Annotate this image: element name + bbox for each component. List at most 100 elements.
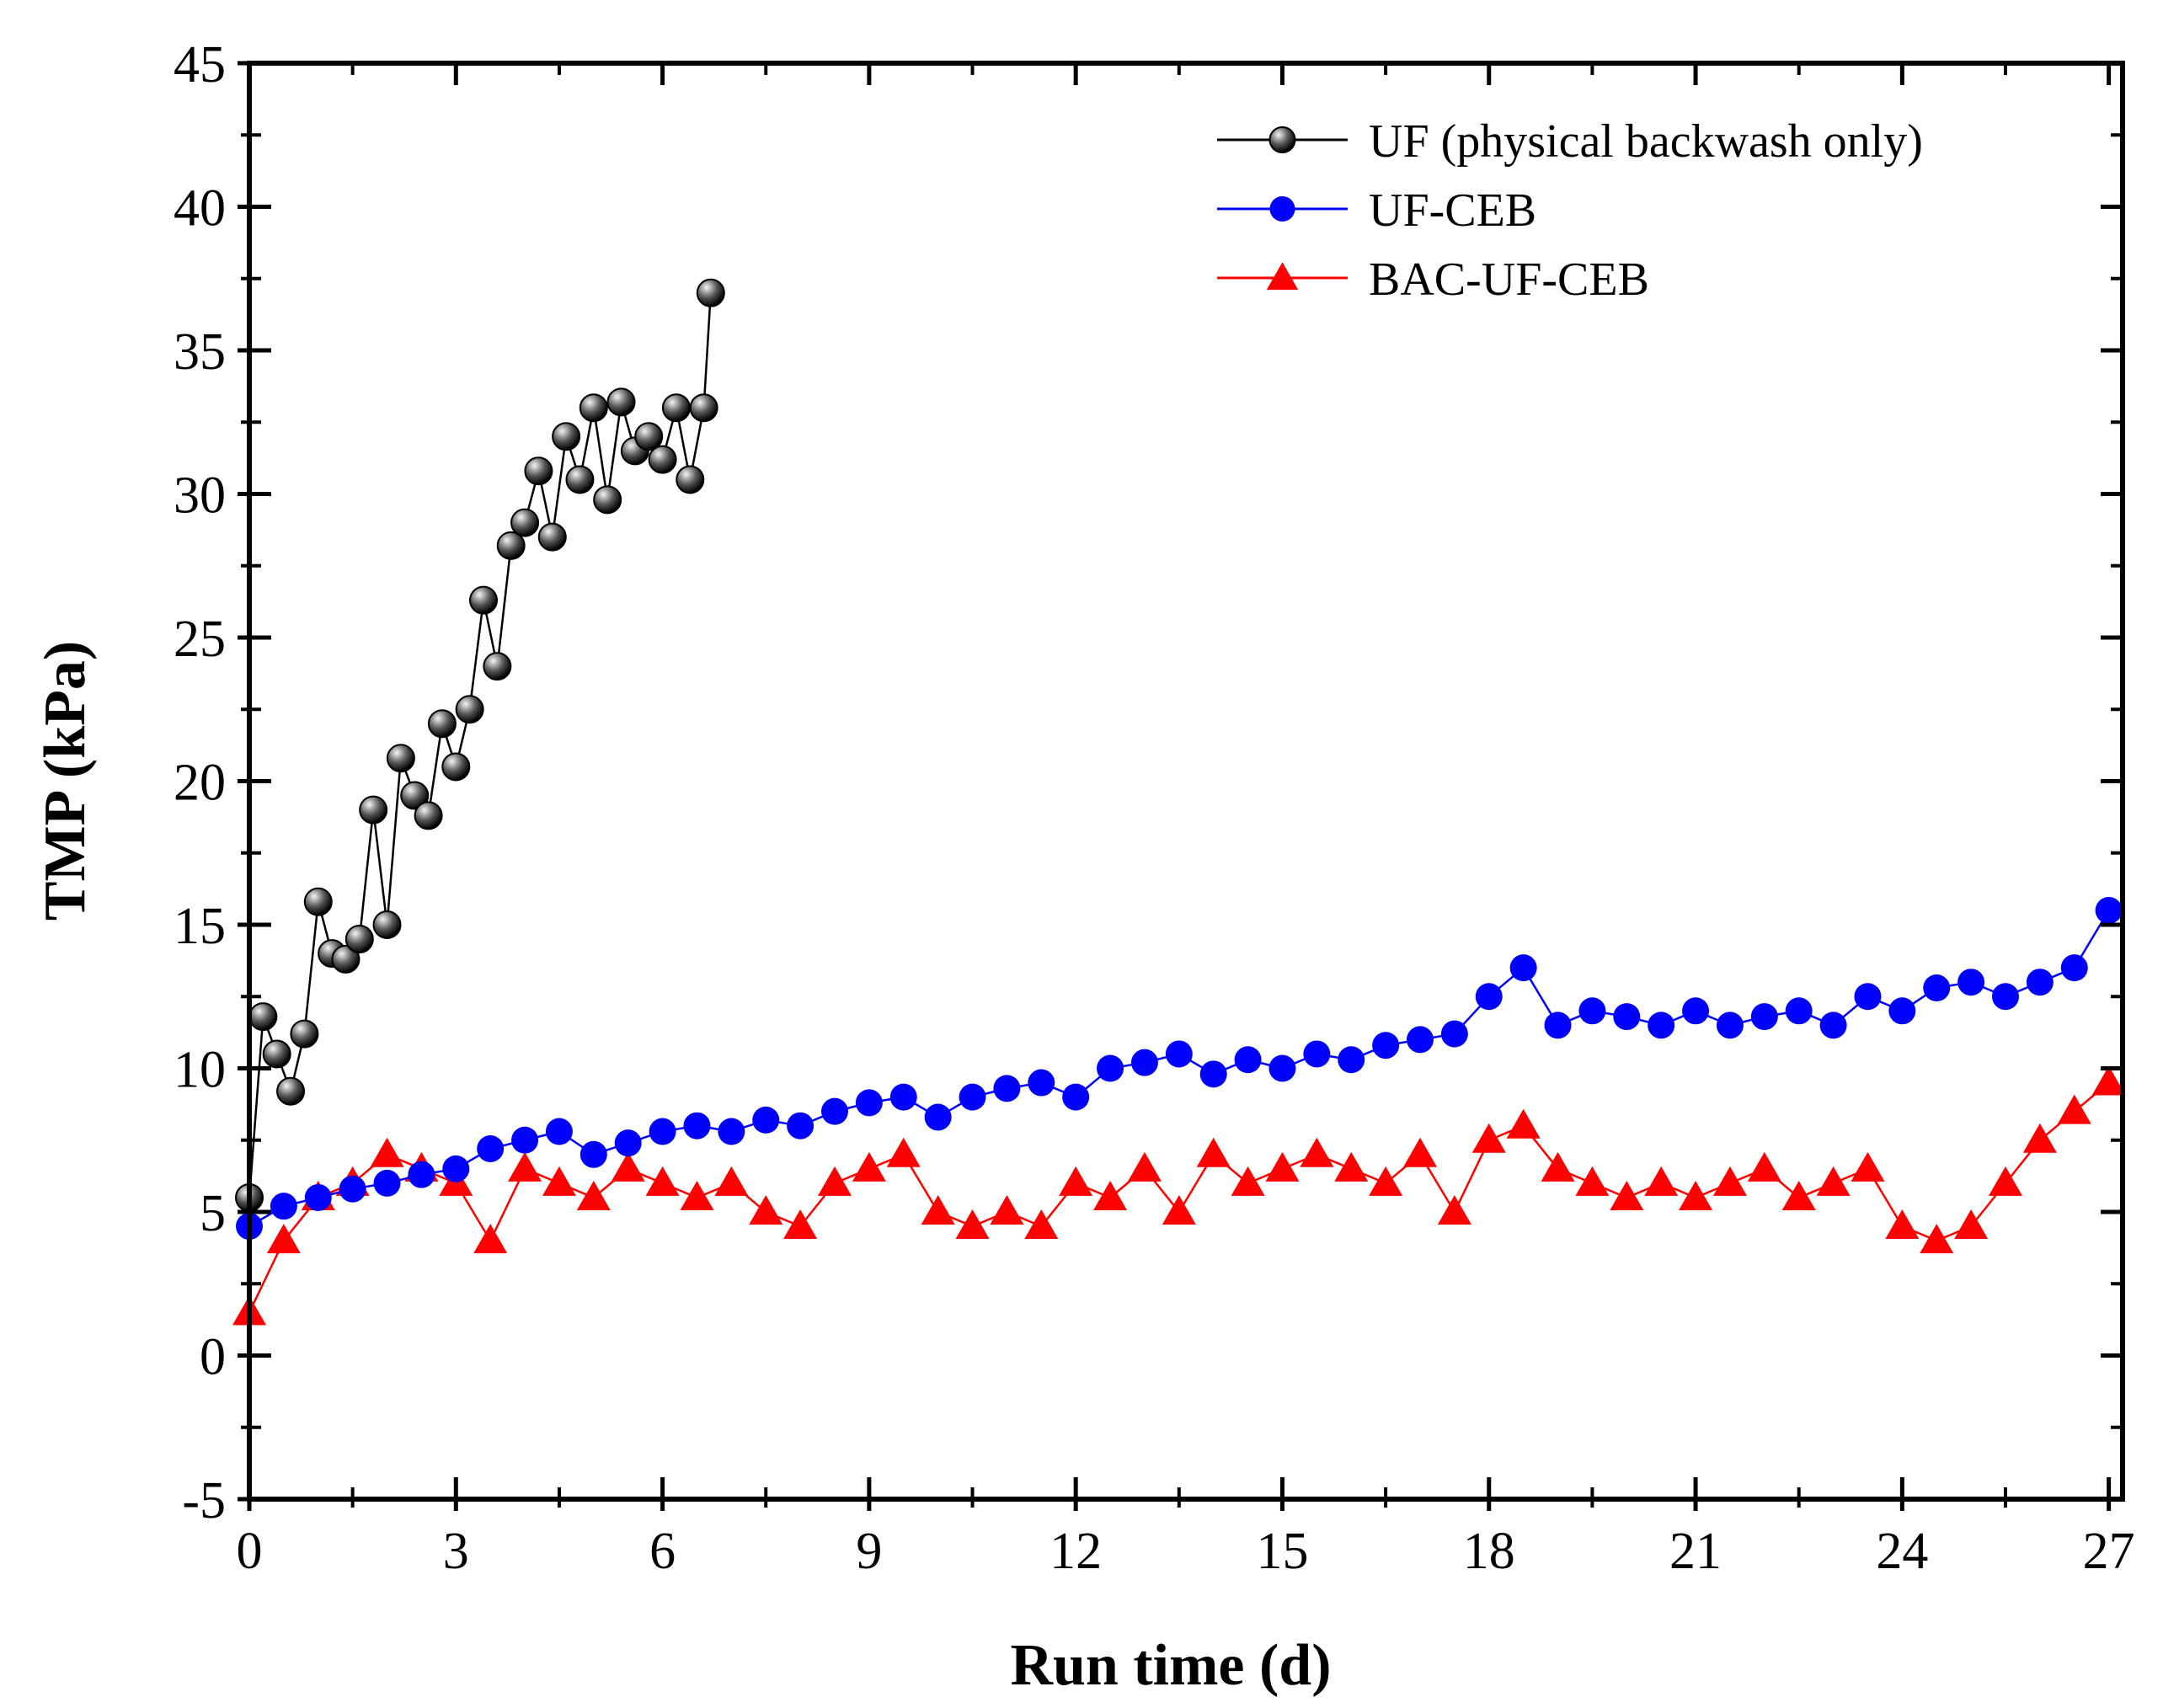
data-point xyxy=(1127,1151,1162,1182)
data-point xyxy=(606,387,636,417)
x-tick-label: 9 xyxy=(856,1523,882,1580)
data-point xyxy=(1854,983,1882,1011)
data-point xyxy=(2057,1094,2091,1124)
data-point xyxy=(1785,997,1813,1025)
data-point xyxy=(2022,1123,2057,1153)
data-point xyxy=(886,1137,921,1167)
data-point xyxy=(1885,1209,1920,1240)
data-point xyxy=(1679,1180,1713,1210)
data-point xyxy=(1610,1180,1644,1210)
data-point xyxy=(1268,1054,1296,1082)
data-point xyxy=(959,1083,986,1111)
data-point xyxy=(477,1134,505,1162)
data-point xyxy=(680,1180,714,1210)
data-point xyxy=(1989,1166,2022,1196)
data-point xyxy=(1162,1195,1196,1225)
data-point xyxy=(455,695,484,724)
data-point xyxy=(1028,1069,1055,1097)
series-layer xyxy=(232,278,2126,1326)
data-point xyxy=(373,1169,401,1197)
data-point xyxy=(1338,1046,1365,1074)
y-tick-label: 35 xyxy=(174,323,226,381)
data-point xyxy=(483,652,512,681)
data-point xyxy=(2095,896,2123,924)
data-point xyxy=(1265,1151,1300,1182)
x-tick-label: 0 xyxy=(237,1523,263,1580)
legend-swatch-marker xyxy=(1269,196,1295,222)
data-point xyxy=(524,456,553,486)
data-point xyxy=(1923,974,1951,1002)
x-tick-label: 27 xyxy=(2083,1523,2135,1580)
data-point xyxy=(344,925,374,954)
data-point xyxy=(1334,1151,1369,1182)
data-point xyxy=(537,522,567,552)
data-point xyxy=(1475,983,1503,1011)
legend-item: UF (physical backwash only) xyxy=(1217,115,1923,168)
data-point xyxy=(1509,954,1537,982)
data-point xyxy=(1303,1040,1331,1068)
legend-swatch-marker xyxy=(1266,262,1299,291)
data-point xyxy=(262,1039,291,1069)
data-point xyxy=(1544,1011,1572,1039)
data-point xyxy=(1093,1180,1128,1210)
data-point xyxy=(634,422,664,451)
data-point xyxy=(1199,1060,1227,1088)
data-point xyxy=(645,1166,680,1196)
data-point xyxy=(303,887,333,916)
data-point xyxy=(661,393,691,423)
data-point xyxy=(783,1209,818,1240)
data-point xyxy=(1781,1180,1816,1210)
data-point xyxy=(496,531,526,560)
x-tick-label: 6 xyxy=(649,1523,676,1580)
data-point xyxy=(752,1106,780,1134)
data-point xyxy=(1440,1020,1468,1048)
data-point xyxy=(1613,1003,1641,1031)
data-point xyxy=(1920,1224,1954,1254)
data-point xyxy=(852,1151,886,1182)
data-point xyxy=(552,422,581,451)
data-point xyxy=(714,1166,749,1196)
data-point xyxy=(510,508,540,537)
data-point xyxy=(1575,1166,1610,1196)
data-point xyxy=(339,1175,366,1203)
legend-label: BAC-UF-CEB xyxy=(1369,254,1649,306)
data-point xyxy=(565,465,595,494)
data-point xyxy=(1819,1011,1847,1039)
data-point xyxy=(1407,1026,1434,1054)
data-point xyxy=(1578,997,1606,1025)
data-point xyxy=(718,1118,745,1145)
data-point xyxy=(1372,1032,1400,1059)
data-point xyxy=(649,1118,676,1145)
legend-item: BAC-UF-CEB xyxy=(1217,254,1649,306)
data-point xyxy=(276,1076,306,1106)
y-tick-label: 0 xyxy=(200,1329,226,1386)
data-point xyxy=(579,393,608,423)
data-point xyxy=(1682,997,1710,1025)
data-point xyxy=(408,1161,435,1188)
x-tick-label: 12 xyxy=(1049,1523,1102,1580)
data-point xyxy=(576,1180,611,1210)
data-point xyxy=(1716,1011,1744,1039)
data-point xyxy=(1541,1151,1575,1182)
data-point xyxy=(855,1089,883,1117)
x-tick-label: 15 xyxy=(1256,1523,1308,1580)
data-point xyxy=(1437,1195,1471,1225)
data-point xyxy=(1648,1011,1675,1039)
data-point xyxy=(821,1097,848,1125)
legend-swatch-marker xyxy=(1268,126,1296,153)
data-point xyxy=(442,1155,470,1182)
x-axis-title: Run time (d) xyxy=(1010,1633,1331,1698)
legend-item: UF-CEB xyxy=(1217,184,1536,237)
data-point xyxy=(1196,1137,1231,1167)
series-2 xyxy=(232,1065,2126,1326)
data-point xyxy=(676,465,705,494)
data-point xyxy=(990,1195,1024,1225)
data-point xyxy=(787,1112,814,1140)
data-point xyxy=(696,278,725,307)
y-tick-label: 20 xyxy=(174,755,226,812)
data-point xyxy=(1750,1003,1778,1031)
data-point xyxy=(993,1075,1021,1102)
y-tick-label: 25 xyxy=(174,611,226,668)
